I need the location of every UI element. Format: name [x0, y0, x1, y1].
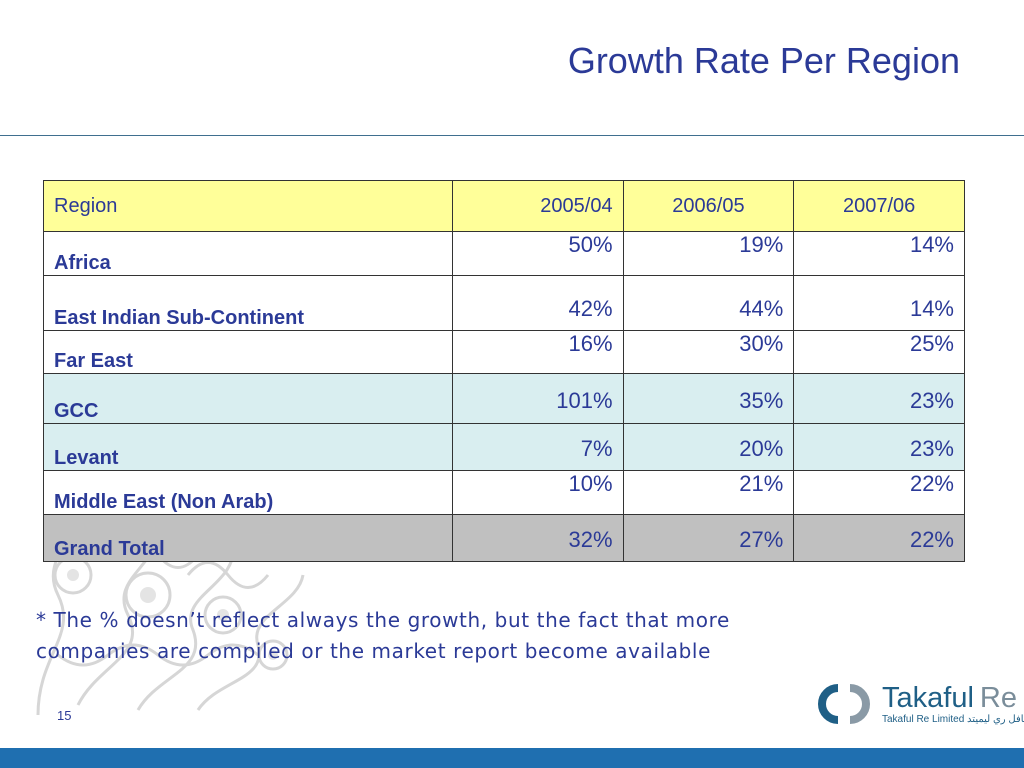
table-total-row: Grand Total 32% 27% 22% — [43, 514, 965, 562]
header-2005-04: 2005/04 — [451, 180, 624, 232]
table-header-row: Region 2005/04 2006/05 2007/06 — [43, 180, 965, 232]
table-row: Africa 50% 19% 14% — [43, 231, 965, 276]
value-cell: 19% — [622, 231, 795, 276]
table-row: GCC 101% 35% 23% — [43, 373, 965, 424]
region-label: Levant — [43, 423, 453, 471]
footer-bar — [0, 748, 1024, 768]
logo-subtitle: Takaful Re Limited تكافل ري ليميتد — [882, 714, 1024, 725]
region-label: Grand Total — [43, 514, 453, 562]
region-label: GCC — [43, 373, 453, 424]
table-row: Middle East (Non Arab) 10% 21% 22% — [43, 470, 965, 515]
footnote-line-1: * The % doesn’t reflect always the growt… — [36, 608, 730, 632]
value-cell: 20% — [622, 423, 795, 471]
value-cell: 25% — [793, 330, 965, 374]
region-label: Far East — [43, 330, 453, 374]
value-cell: 101% — [451, 373, 624, 424]
value-cell: 30% — [622, 330, 795, 374]
value-cell: 22% — [793, 514, 965, 562]
region-label: Africa — [43, 231, 453, 276]
logo-name: Takaful — [882, 682, 974, 714]
logo-wordmark: Takaful Re — [882, 682, 1017, 715]
value-cell: 42% — [451, 275, 624, 331]
logo-suffix: Re — [979, 682, 1017, 714]
footnote-line-2: companies are compiled or the market rep… — [36, 639, 711, 663]
value-cell: 23% — [793, 423, 965, 471]
value-cell: 44% — [622, 275, 795, 331]
page-number: 15 — [57, 708, 72, 723]
footnote: * The % doesn’t reflect always the growt… — [36, 605, 916, 667]
table-row: Levant 7% 20% 23% — [43, 423, 965, 471]
table-row: Far East 16% 30% 25% — [43, 330, 965, 374]
value-cell: 50% — [451, 231, 624, 276]
value-cell: 21% — [622, 470, 795, 515]
table-row: East Indian Sub-Continent 42% 44% 14% — [43, 275, 965, 331]
region-label: East Indian Sub-Continent — [43, 275, 453, 331]
growth-rate-table: Region 2005/04 2006/05 2007/06 Africa 50… — [43, 180, 965, 562]
takaful-logo-icon — [818, 684, 870, 724]
header-2007-06: 2007/06 — [793, 180, 965, 232]
value-cell: 7% — [451, 423, 624, 471]
value-cell: 35% — [622, 373, 795, 424]
value-cell: 10% — [451, 470, 624, 515]
value-cell: 14% — [793, 231, 965, 276]
title-divider — [0, 135, 1024, 136]
header-region: Region — [43, 180, 453, 232]
value-cell: 16% — [451, 330, 624, 374]
value-cell: 32% — [451, 514, 624, 562]
value-cell: 14% — [793, 275, 965, 331]
value-cell: 23% — [793, 373, 965, 424]
region-label: Middle East (Non Arab) — [43, 470, 453, 515]
header-2006-05: 2006/05 — [622, 180, 795, 232]
value-cell: 22% — [793, 470, 965, 515]
slide-title: Growth Rate Per Region — [567, 40, 960, 81]
value-cell: 27% — [622, 514, 795, 562]
